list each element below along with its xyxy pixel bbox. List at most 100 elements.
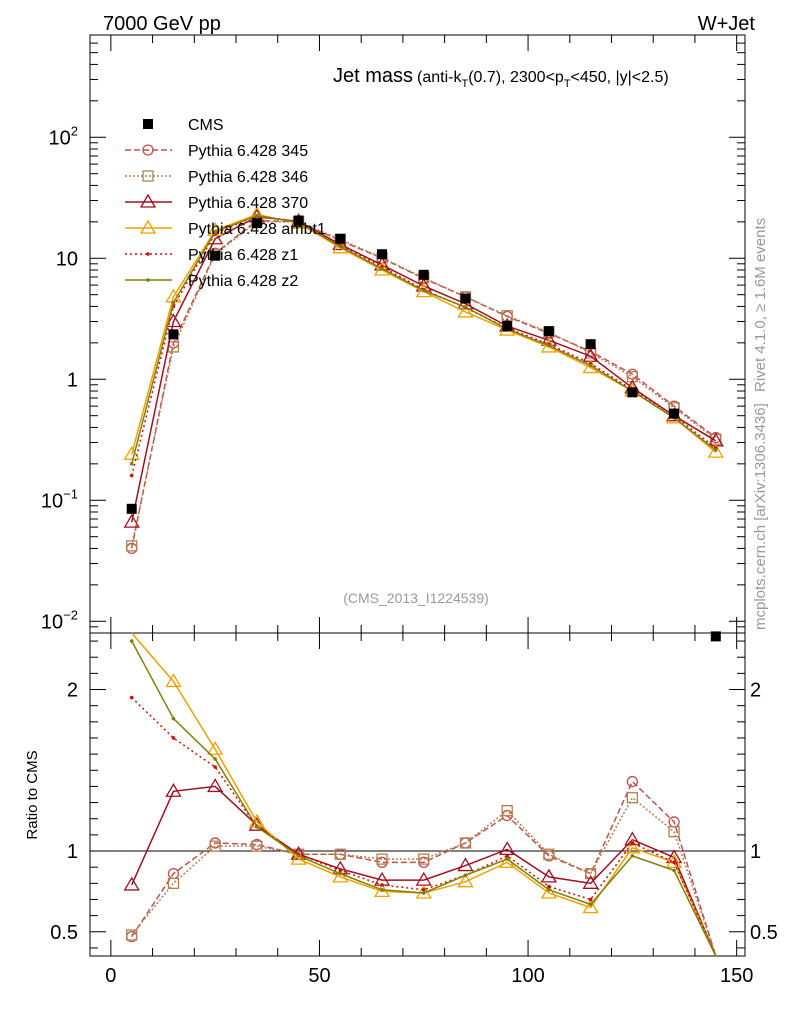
x-tick-label: 50 [308, 965, 330, 987]
data-point [460, 293, 471, 304]
ratio-point [213, 757, 217, 761]
ratio-point [129, 695, 134, 700]
series-point [255, 213, 259, 218]
ratio-point [547, 884, 551, 889]
y-tick-label: 10−1 [41, 486, 78, 512]
ratio-point [626, 792, 639, 804]
ratio-point [338, 868, 343, 873]
ratio-tick-label: 0.5 [50, 922, 78, 944]
data-point [377, 249, 388, 260]
ratio-point [255, 825, 259, 829]
series-point [380, 266, 384, 271]
ratio-point [338, 871, 343, 876]
x-tick-label: 150 [720, 965, 753, 987]
ratio-point [505, 857, 509, 861]
ratio-point [207, 778, 224, 793]
data-point [669, 408, 680, 419]
legend-marker [139, 219, 157, 234]
series-point [457, 303, 474, 318]
ratio-point [505, 854, 509, 858]
series-point [707, 443, 724, 458]
ratio-point [380, 883, 384, 887]
ratio-point [547, 887, 551, 892]
series-point [213, 230, 217, 234]
data-point [210, 250, 221, 261]
chart-subtitle: (anti-kT(0.7), 2300<pT<450, |y|<2.5) [417, 69, 669, 90]
series-point [547, 343, 551, 348]
data-point [251, 218, 262, 229]
series-point [713, 448, 718, 452]
series-point [501, 310, 513, 322]
data-point [126, 503, 137, 514]
series-point [332, 239, 349, 254]
ratio-line [131, 697, 717, 957]
header-right: W+Jet [698, 13, 756, 35]
ratio-point [165, 782, 182, 797]
ratio-panel-frame [89, 632, 746, 957]
data-point [543, 326, 554, 337]
main-axis: 10−2 10−1 1 10 102 [41, 34, 745, 634]
ratio-point [457, 873, 474, 888]
y-tick-label: 10−2 [41, 607, 78, 633]
legend-marker [139, 193, 157, 208]
mcplots-label: mcplots.cern.ch [arXiv:1306.3436] [752, 403, 769, 630]
ratio-point [672, 860, 676, 865]
ratio-point [463, 873, 468, 878]
ratio-point [380, 887, 384, 892]
chart-title: Jet mass [333, 65, 413, 87]
ratio-point [296, 854, 301, 858]
x-tick-label: 100 [511, 965, 544, 987]
ratio-point [630, 854, 635, 858]
ratio-tick-label: 1 [67, 841, 78, 863]
series-point [171, 300, 176, 305]
legend-marker [146, 252, 150, 256]
data-point [585, 339, 596, 350]
ratio-point [376, 853, 388, 865]
legend-label: Pythia 6.428 370 [188, 195, 308, 212]
legend-marker [146, 278, 150, 282]
ratio-line [131, 640, 717, 957]
ratio-point [209, 840, 221, 852]
series-point [129, 462, 134, 466]
ratio-point [165, 673, 182, 688]
data-point [293, 215, 304, 226]
ratio-point [457, 857, 474, 872]
ratio-point [418, 853, 430, 865]
ratio-point [582, 899, 599, 914]
legend-label-cms: CMS [188, 117, 224, 134]
legend-marker [142, 170, 154, 182]
ratio-series-layer [123, 632, 717, 957]
ratio-tick-label-right: 1 [750, 841, 761, 863]
series-point [421, 288, 426, 293]
legend-label: Pythia 6.428 345 [188, 143, 308, 160]
ratio-point [540, 868, 558, 883]
ratio-point [171, 716, 176, 721]
legend: CMS Pythia 6.428 345 Pythia 6.428 346 Pythi… [125, 117, 326, 290]
header-left: 7000 GeV pp [103, 13, 221, 35]
ratio-ylabel: Ratio to CMS [24, 750, 41, 839]
series-point [588, 363, 593, 368]
y-tick-label: 1 [67, 369, 78, 391]
ratio-point [588, 897, 593, 902]
ratio-point [129, 639, 134, 643]
analysis-label: (CMS_2013_I1224539) [343, 590, 489, 606]
ratio-axis: 0 50 100 150 0.5 0.5 1 1 2 2 [50, 633, 778, 987]
ratio-point [624, 839, 641, 854]
ratio-point [251, 840, 263, 852]
main-series-layer [123, 206, 724, 642]
ratio-tick-label-right: 0.5 [750, 922, 778, 944]
ratio-line [131, 796, 717, 957]
ratio-point [459, 837, 472, 849]
data-point [502, 321, 513, 332]
data-point [335, 233, 346, 244]
data-point [418, 269, 429, 280]
ratio-point [672, 868, 676, 873]
ratio-point [630, 841, 635, 845]
ratio-point [213, 765, 217, 769]
legend-label: Pythia 6.428 ambt1 [188, 221, 326, 238]
ratio-point [540, 884, 558, 899]
series-point [540, 338, 558, 353]
ratio-point [501, 805, 513, 817]
ratio-tick-label-right: 2 [750, 680, 761, 702]
